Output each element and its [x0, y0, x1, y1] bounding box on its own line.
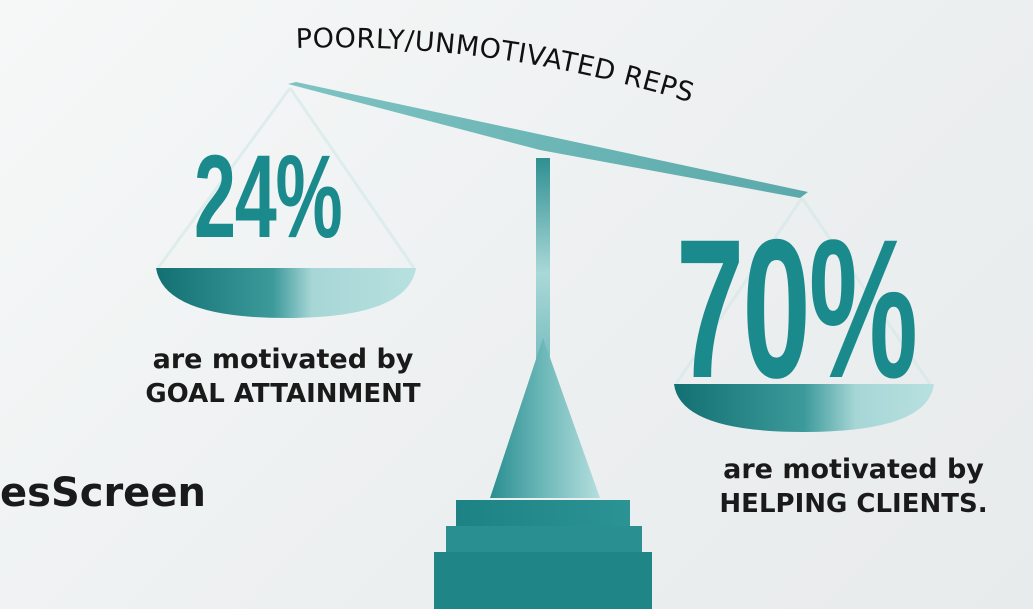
right-caption-line2: HELPING CLIENTS. — [719, 489, 988, 519]
left-pan — [156, 268, 416, 318]
scale-base-bottom — [434, 552, 652, 609]
scale-beam — [288, 82, 808, 198]
right-pan-strings — [674, 197, 932, 385]
left-percentage: 24% — [194, 131, 343, 263]
left-caption: are motivated by GOAL ATTAINMENT — [118, 342, 448, 412]
left-pan-strings — [156, 87, 416, 269]
scale-cone — [490, 338, 600, 498]
scale-base-middle — [446, 526, 642, 552]
left-caption-line2: GOAL ATTAINMENT — [145, 379, 421, 409]
scale-base-top — [456, 500, 630, 526]
left-caption-line1: are motivated by — [152, 344, 414, 375]
right-caption-line1: are motivated by — [723, 454, 984, 485]
brand-logo-text: esScreen — [0, 470, 206, 516]
right-caption: are motivated by HELPING CLIENTS. — [674, 452, 1033, 522]
right-percentage: 70% — [676, 198, 918, 419]
right-pan — [674, 384, 934, 432]
scale-pole — [536, 158, 550, 388]
